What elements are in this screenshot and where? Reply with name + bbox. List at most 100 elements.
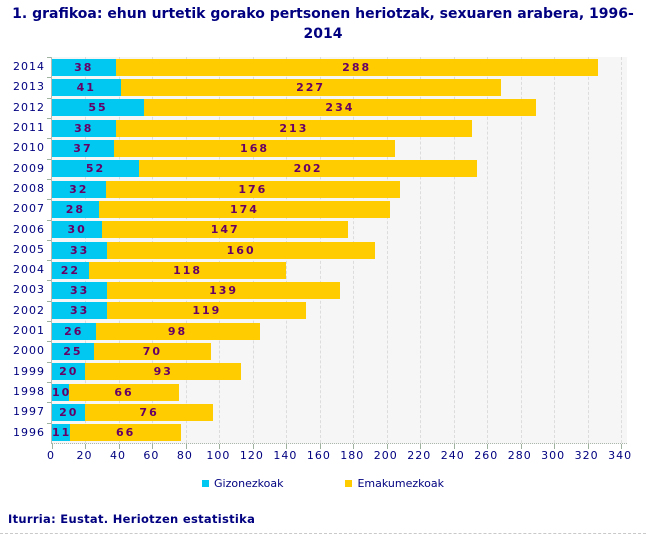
bar-segment-emakumezkoak: 119 xyxy=(107,302,307,320)
gridline xyxy=(420,57,422,443)
bar-value-label: 98 xyxy=(167,324,188,338)
legend: Gizonezkoak Emakumezkoak xyxy=(0,477,646,490)
y-axis-tick xyxy=(47,219,51,221)
bar-value-label: 70 xyxy=(142,345,163,359)
y-axis-category-label: 2011 xyxy=(13,120,45,134)
x-axis-labels: 0 20 40 60 80 100 120 140 160 180 200 220 240 260 280 3… xyxy=(0,449,646,463)
y-axis-tick xyxy=(47,402,51,404)
y-axis-category-label: 2002 xyxy=(13,303,45,317)
bar-value-label: 52 xyxy=(85,162,106,176)
bar-value-label: 25 xyxy=(63,345,83,359)
bar-segment-emakumezkoak: 66 xyxy=(70,424,181,442)
x-axis-tick-label: 120 xyxy=(239,449,264,462)
x-axis-tick xyxy=(386,444,388,449)
bar-value-label: 33 xyxy=(69,284,90,298)
x-axis-tick xyxy=(52,444,53,449)
gridline xyxy=(386,57,388,443)
y-axis-tick xyxy=(47,341,51,343)
x-axis-tick-label: 240 xyxy=(440,449,465,462)
bar-value-label: 55 xyxy=(88,101,108,115)
gridline xyxy=(520,57,522,443)
bar-value-label: 119 xyxy=(192,304,222,318)
bar-segment-emakumezkoak: 213 xyxy=(115,119,473,137)
x-axis-tick-label: 200 xyxy=(373,449,398,462)
y-axis-tick xyxy=(47,199,51,201)
bar-segment-gizonezkoak: 22 xyxy=(52,261,89,279)
bar-segment-gizonezkoak: 55 xyxy=(52,99,145,117)
bar-segment-gizonezkoak: 33 xyxy=(52,282,108,300)
gridline xyxy=(621,57,623,443)
x-axis-tick xyxy=(219,444,221,449)
x-axis-tick-label: 20 xyxy=(76,449,93,462)
bar-segment-gizonezkoak: 41 xyxy=(52,78,121,96)
bar-value-label: 176 xyxy=(238,182,268,196)
y-axis-tick xyxy=(47,138,51,140)
gridline xyxy=(453,57,455,443)
x-axis-tick xyxy=(554,444,556,449)
x-axis-tick-label: 340 xyxy=(608,449,633,462)
bar-value-label: 20 xyxy=(59,365,79,379)
bar-segment-gizonezkoak: 33 xyxy=(52,241,108,259)
bar-segment-emakumezkoak: 227 xyxy=(120,78,501,96)
x-axis-tick-label: 220 xyxy=(407,449,432,462)
y-axis-tick xyxy=(47,57,51,58)
x-axis-tick-label: 0 xyxy=(47,449,55,462)
x-axis-tick xyxy=(118,444,120,449)
bar-segment-emakumezkoak: 76 xyxy=(85,404,213,422)
x-axis-tick-label: 180 xyxy=(340,449,365,462)
y-axis-category-label: 1999 xyxy=(13,364,45,378)
bar-segment-gizonezkoak: 38 xyxy=(52,58,116,76)
bar-value-label: 66 xyxy=(115,426,136,440)
bar-segment-gizonezkoak: 25 xyxy=(52,343,94,361)
x-axis-tick xyxy=(420,444,422,449)
bar-value-label: 38 xyxy=(74,60,94,74)
y-axis-tick xyxy=(47,300,51,302)
x-axis-tick-label: 300 xyxy=(541,449,566,462)
x-axis-tick xyxy=(621,444,623,449)
y-axis-tick xyxy=(47,158,51,160)
y-axis-category-label: 2008 xyxy=(13,181,45,195)
bar-value-label: 213 xyxy=(279,121,309,135)
y-axis-category-label: 1997 xyxy=(13,405,45,419)
x-axis-tick xyxy=(319,444,321,449)
y-axis-tick xyxy=(47,178,51,180)
bar-value-label: 41 xyxy=(76,80,96,94)
bar-segment-emakumezkoak: 288 xyxy=(115,58,598,76)
bar-value-label: 22 xyxy=(60,263,81,277)
bar-segment-gizonezkoak: 52 xyxy=(52,160,140,178)
x-axis-tick-label: 320 xyxy=(574,449,599,462)
bar-segment-emakumezkoak: 70 xyxy=(93,343,212,361)
x-axis-tick xyxy=(487,444,489,449)
legend-swatch-gizonezkoak-icon xyxy=(202,480,210,487)
y-axis-tick xyxy=(47,280,51,282)
bar-segment-gizonezkoak: 28 xyxy=(52,200,99,218)
gridline xyxy=(487,57,489,443)
y-axis-tick xyxy=(47,117,51,119)
legend-label-gizonezkoak: Gizonezkoak xyxy=(214,477,284,490)
x-axis-tick xyxy=(85,444,87,449)
x-axis-tick xyxy=(152,444,154,449)
y-axis-tick xyxy=(47,97,51,99)
bar-segment-emakumezkoak: 176 xyxy=(105,180,401,198)
bar-segment-emakumezkoak: 202 xyxy=(139,160,478,178)
bar-segment-emakumezkoak: 174 xyxy=(98,200,391,218)
bar-value-label: 33 xyxy=(69,243,90,257)
x-axis-tick xyxy=(353,444,355,449)
x-axis-tick-label: 280 xyxy=(507,449,532,462)
chart-title: 1. grafikoa: ehun urtetik gorako pertson… xyxy=(12,6,634,42)
bar-segment-emakumezkoak: 66 xyxy=(68,383,180,401)
bar-value-label: 10 xyxy=(52,385,72,399)
y-axis-tick xyxy=(47,361,51,363)
source-note: Iturria: Eustat. Heriotzen estatistika xyxy=(8,512,256,526)
x-axis-tick-label: 160 xyxy=(306,449,331,462)
bar-value-label: 202 xyxy=(293,162,323,176)
y-axis-tick xyxy=(47,77,51,79)
bar-segment-emakumezkoak: 234 xyxy=(144,99,536,117)
y-axis-tick xyxy=(47,239,51,241)
y-axis-category-label: 2009 xyxy=(13,161,45,175)
bar-segment-gizonezkoak: 32 xyxy=(52,180,106,198)
plot-area: 38 288 41 227 55 234 38 213 37 168 52 202 32 176 28 174… xyxy=(47,57,627,449)
bar-segment-emakumezkoak: 147 xyxy=(102,221,349,239)
bar-segment-emakumezkoak: 160 xyxy=(107,241,376,259)
bar-value-label: 139 xyxy=(209,284,239,298)
